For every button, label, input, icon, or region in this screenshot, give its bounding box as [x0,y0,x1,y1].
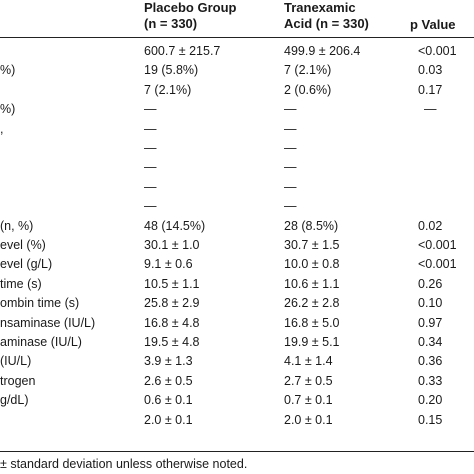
tranexamic-value: — [284,179,297,194]
tranexamic-value: — [284,141,297,155]
tranexamic-value: 499.9 ± 206.4 [284,44,361,58]
p-value: 0.17 [418,82,443,97]
table-row: — — [0,178,474,197]
placebo-value: 2.6 ± 0.5 [144,373,193,388]
tranexamic-value: — [284,199,297,214]
row-label: time (s) [0,276,42,291]
tranexamic-value: — [284,160,297,175]
tranexamic-value: — [284,102,297,117]
p-value: 0.36 [418,354,443,369]
p-value: 0.03 [418,63,443,78]
p-value: 0.33 [418,373,443,388]
table-row: — — [0,158,474,177]
tranexamic-value: 10.6 ± 1.1 [284,276,340,291]
header-rule [0,37,474,39]
table-row: trogen 2.6 ± 0.5 2.7 ± 0.5 0.33 [0,372,474,391]
p-value: 0.20 [418,393,443,408]
placebo-value: — [144,199,157,214]
placebo-value: 600.7 ± 215.7 [144,44,221,58]
tranexamic-value: 2.7 ± 0.5 [284,373,333,388]
placebo-value: 16.8 ± 4.8 [144,315,200,330]
row-label: , [0,121,4,136]
placebo-value: 9.1 ± 0.6 [144,257,193,272]
tranexamic-value: 0.7 ± 0.1 [284,393,333,408]
row-label: %) [0,102,16,117]
row-label: nsaminase (IU/L) [0,315,96,330]
row-label: aminase (IU/L) [0,335,82,349]
table-row: 2.0 ± 0.1 2.0 ± 0.1 0.15 [0,411,474,430]
tranexamic-value: 19.9 ± 5.1 [284,335,340,349]
table-row: nsaminase (IU/L) 16.8 ± 4.8 16.8 ± 5.0 0.97 [0,314,474,333]
placebo-value: 30.1 ± 1.0 [144,238,200,252]
row-label: (n, %) [0,218,34,233]
placebo-value: — [144,102,157,117]
column-header-tranexamic: Tranexamic Acid (n = 330) [284,0,369,32]
p-value: <0.001 [418,44,457,58]
table-row: 600.7 ± 215.7 499.9 ± 206.4 <0.001 [0,42,474,61]
placebo-value: 3.9 ± 1.3 [144,354,193,369]
table-footnote: ± standard deviation unless otherwise no… [0,457,248,471]
tranexamic-value: 30.7 ± 1.5 [284,238,340,252]
row-label: evel (g/L) [0,257,53,272]
p-value: 0.15 [418,412,443,427]
table-row: aminase (IU/L) 19.5 ± 4.8 19.9 ± 5.1 0.34 [0,333,474,352]
table-row: evel (%) 30.1 ± 1.0 30.7 ± 1.5 <0.001 [0,236,474,255]
txa-header-line2: Acid (n = 330) [284,16,369,31]
p-value: <0.001 [418,238,457,252]
placebo-value: — [144,160,157,175]
row-label: (IU/L) [0,354,32,369]
p-value: 0.10 [418,296,443,311]
table-row: (IU/L) 3.9 ± 1.3 4.1 ± 1.4 0.36 [0,352,474,371]
tranexamic-value: 26.2 ± 2.8 [284,296,340,311]
table-row: 7 (2.1%) 2 (0.6%) 0.17 [0,81,474,100]
table-row: %) 19 (5.8%) 7 (2.1%) 0.03 [0,61,474,80]
p-value: — [424,102,437,117]
placebo-value: 19 (5.8%) [144,63,199,78]
table-row: ombin time (s) 25.8 ± 2.9 26.2 ± 2.8 0.10 [0,294,474,313]
tranexamic-value: 16.8 ± 5.0 [284,315,340,330]
p-value: 0.97 [418,315,443,330]
tranexamic-value: 2.0 ± 0.1 [284,412,333,427]
placebo-value: 19.5 ± 4.8 [144,335,200,349]
row-label: ombin time (s) [0,296,80,311]
table-row: , — — [0,120,474,139]
placebo-value: — [144,141,157,155]
tranexamic-value: 7 (2.1%) [284,63,332,78]
tranexamic-value: 2 (0.6%) [284,82,332,97]
tranexamic-value: 28 (8.5%) [284,218,339,233]
placebo-value: 2.0 ± 0.1 [144,412,193,427]
p-value: 0.34 [418,335,443,349]
table-row: time (s) 10.5 ± 1.1 10.6 ± 1.1 0.26 [0,275,474,294]
column-header-p-value: p Value [410,17,456,32]
table-row: evel (g/L) 9.1 ± 0.6 10.0 ± 0.8 <0.001 [0,255,474,274]
placebo-header-line1: Placebo Group [144,0,237,15]
p-value: 0.02 [418,218,443,233]
table-row: g/dL) 0.6 ± 0.1 0.7 ± 0.1 0.20 [0,391,474,410]
placebo-value: — [144,179,157,194]
table-row: (n, %) 48 (14.5%) 28 (8.5%) 0.02 [0,217,474,236]
p-value: <0.001 [418,257,457,272]
placebo-value: 10.5 ± 1.1 [144,276,200,291]
table-row: — — [0,139,474,158]
bottom-rule [0,451,474,453]
tranexamic-value: 4.1 ± 1.4 [284,354,333,369]
column-header-placebo: Placebo Group (n = 330) [144,0,236,32]
p-value: 0.26 [418,276,443,291]
tranexamic-value: — [284,121,297,136]
placebo-value: 48 (14.5%) [144,218,206,233]
table-row: — — [0,197,474,216]
placebo-value: 25.8 ± 2.9 [144,296,200,311]
row-label: trogen [0,373,36,388]
row-label: evel (%) [0,238,46,252]
placebo-value: 0.6 ± 0.1 [144,393,193,408]
placebo-header-line2: (n = 330) [144,16,198,31]
txa-header-line1: Tranexamic [284,0,356,15]
tranexamic-value: 10.0 ± 0.8 [284,257,340,272]
placebo-value: — [144,121,157,136]
table-row: %) — — — [0,100,474,119]
placebo-value: 7 (2.1%) [144,82,192,97]
row-label: g/dL) [0,393,29,408]
row-label: %) [0,63,16,78]
